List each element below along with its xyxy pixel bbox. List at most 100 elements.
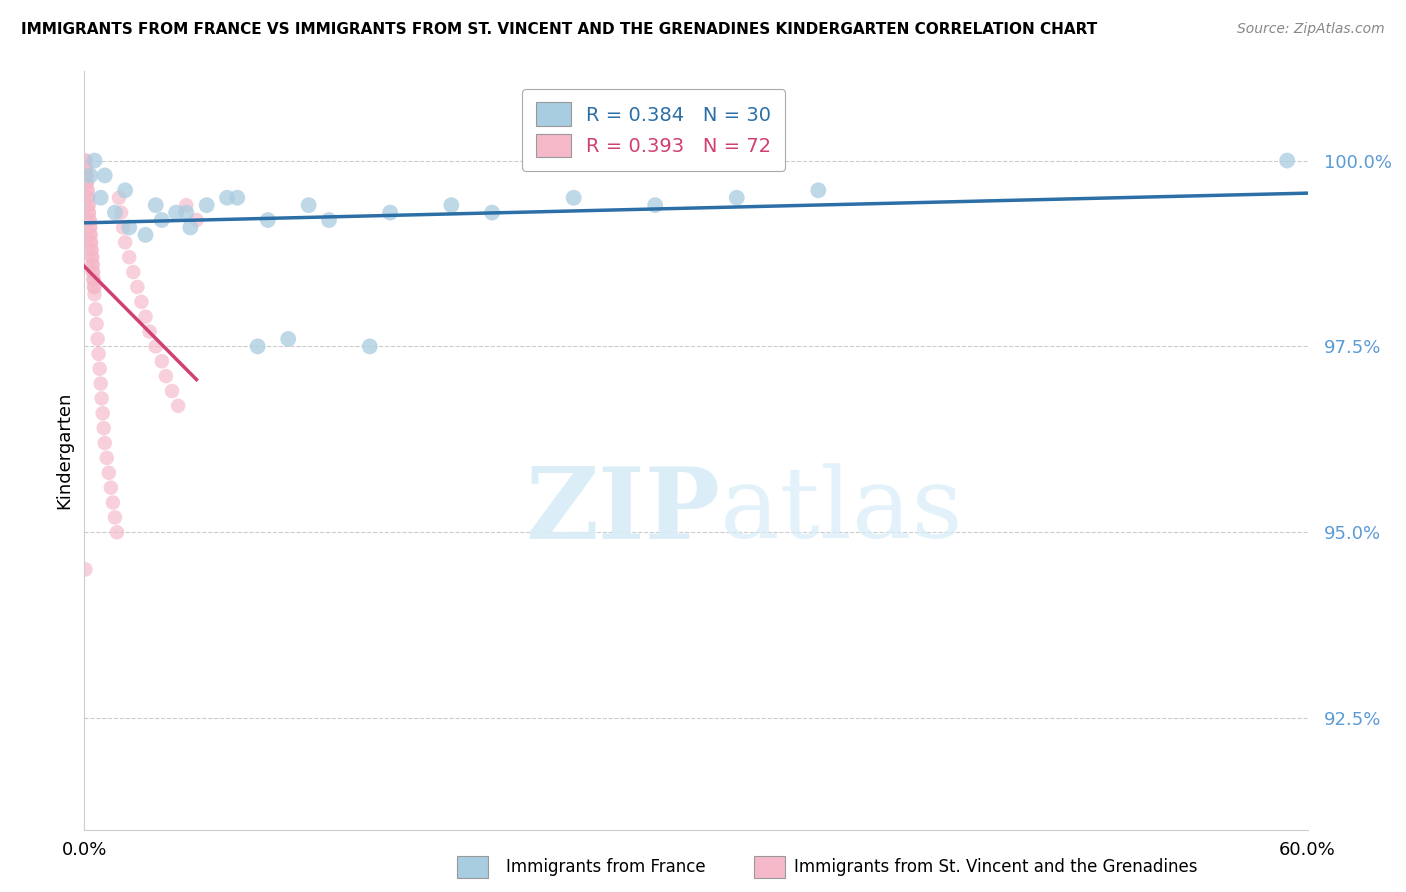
Point	[79, 220, 101, 235]
Point	[131, 294, 153, 309]
Point	[86, 332, 108, 346]
Point	[80, 243, 103, 257]
Point	[481, 205, 503, 219]
Point	[145, 198, 167, 212]
Point	[298, 198, 321, 212]
Point	[114, 183, 136, 197]
Point	[86, 317, 108, 331]
Point	[318, 213, 340, 227]
Point	[217, 191, 239, 205]
Point	[90, 191, 112, 205]
Point	[359, 339, 381, 353]
Text: IMMIGRANTS FROM FRANCE VS IMMIGRANTS FROM ST. VINCENT AND THE GRENADINES KINDERG: IMMIGRANTS FROM FRANCE VS IMMIGRANTS FRO…	[21, 22, 1097, 37]
Point	[93, 436, 115, 450]
Point	[179, 220, 201, 235]
Point	[79, 227, 101, 242]
Point	[77, 198, 100, 212]
Legend: R = 0.384   N = 30, R = 0.393   N = 72: R = 0.384 N = 30, R = 0.393 N = 72	[522, 88, 785, 171]
Point	[246, 339, 269, 353]
Point	[75, 161, 97, 175]
Point	[90, 392, 112, 406]
Point	[75, 153, 97, 168]
Text: Source: ZipAtlas.com: Source: ZipAtlas.com	[1237, 22, 1385, 37]
Point	[135, 310, 157, 324]
Point	[174, 198, 197, 212]
Point	[127, 280, 149, 294]
Point	[100, 481, 122, 495]
Point	[277, 332, 299, 346]
Point	[79, 169, 101, 183]
Point	[82, 258, 104, 272]
Point	[83, 280, 105, 294]
Point	[75, 169, 97, 183]
Point	[90, 376, 112, 391]
Point	[76, 183, 98, 197]
Point	[75, 562, 97, 576]
Point	[93, 169, 115, 183]
Point	[91, 406, 114, 420]
Point	[79, 227, 101, 242]
Point	[562, 191, 585, 205]
Point	[75, 169, 97, 183]
Point	[83, 272, 105, 286]
Point	[167, 399, 190, 413]
Point	[77, 191, 100, 205]
Point	[96, 450, 118, 465]
Point	[104, 205, 127, 219]
Point	[79, 213, 101, 227]
Point	[87, 347, 110, 361]
Point	[160, 384, 183, 398]
Point	[82, 258, 104, 272]
Point	[77, 205, 100, 219]
Point	[79, 220, 101, 235]
Point	[104, 510, 127, 524]
Point	[150, 354, 173, 368]
Text: Immigrants from St. Vincent and the Grenadines: Immigrants from St. Vincent and the Gren…	[794, 858, 1198, 876]
Point	[1277, 153, 1299, 168]
Point	[82, 250, 104, 264]
Text: ZIP: ZIP	[526, 463, 720, 559]
Point	[82, 265, 104, 279]
Point	[83, 272, 105, 286]
Point	[83, 287, 105, 301]
Point	[84, 302, 107, 317]
Point	[79, 213, 101, 227]
Point	[118, 220, 141, 235]
Point	[83, 280, 105, 294]
Y-axis label: Kindergarten: Kindergarten	[55, 392, 73, 509]
Point	[807, 183, 830, 197]
Point	[105, 525, 128, 540]
Point	[644, 198, 666, 212]
Point	[76, 176, 98, 190]
Point	[101, 495, 124, 509]
Point	[195, 198, 218, 212]
Point	[135, 227, 157, 242]
Text: Immigrants from France: Immigrants from France	[506, 858, 706, 876]
Point	[80, 243, 103, 257]
Point	[440, 198, 463, 212]
Point	[82, 265, 104, 279]
Point	[138, 325, 160, 339]
Point	[82, 250, 104, 264]
Point	[93, 421, 115, 435]
Point	[186, 213, 208, 227]
Point	[75, 227, 97, 242]
Point	[77, 191, 100, 205]
Point	[112, 220, 135, 235]
Point	[380, 205, 402, 219]
Point	[108, 191, 131, 205]
Point	[150, 213, 173, 227]
Point	[110, 205, 132, 219]
Point	[75, 161, 97, 175]
Point	[77, 205, 100, 219]
Point	[257, 213, 280, 227]
Point	[114, 235, 136, 250]
Point	[83, 153, 105, 168]
Point	[77, 198, 100, 212]
Point	[118, 250, 141, 264]
Point	[155, 369, 177, 384]
Point	[174, 205, 197, 219]
Point	[725, 191, 748, 205]
Point	[226, 191, 249, 205]
Text: atlas: atlas	[720, 463, 963, 559]
